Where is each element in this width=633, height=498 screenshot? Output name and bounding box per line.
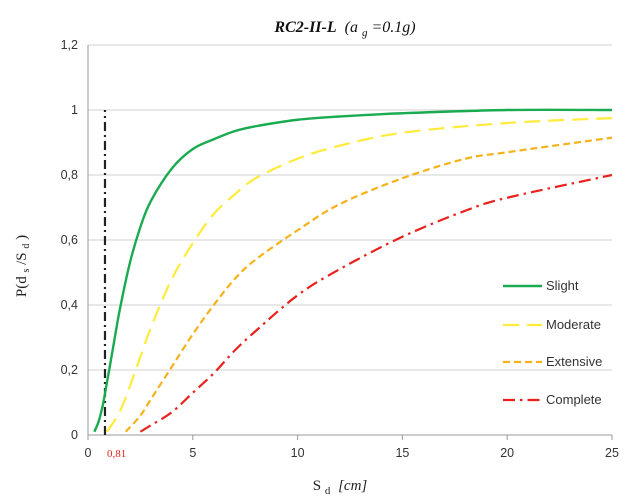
x-tick-label: 25 xyxy=(605,446,619,460)
legend-item-slight: Slight xyxy=(503,278,579,293)
series-line-moderate xyxy=(105,117,613,433)
series-line-slight xyxy=(93,108,613,433)
y-tick-label: 0,2 xyxy=(61,363,78,377)
series-line-complete xyxy=(139,173,613,433)
series-lines xyxy=(93,108,613,433)
series-line-extensive xyxy=(124,136,613,433)
x-tick-label: 10 xyxy=(291,446,305,460)
y-axis-label: P(d s /S d ) xyxy=(14,235,33,297)
x-axis-label-unit: [cm] xyxy=(338,478,367,494)
x-axis-label: S d [cm] xyxy=(313,478,368,498)
tick-labels: 00,20,40,60,811,20 5 10 15 20 250,81 xyxy=(61,38,619,460)
legend-label-moderate: Moderate xyxy=(546,317,601,332)
chart-title-rest: =0.1g) xyxy=(371,19,415,36)
x-tick-label: 5 xyxy=(189,446,196,460)
y-axis-label-mid: /S xyxy=(14,252,30,265)
legend-item-moderate: Moderate xyxy=(503,317,601,332)
x-tick-label: 0 xyxy=(85,446,92,460)
threshold-marker-label: 0,81 xyxy=(107,448,126,460)
chart-title-open: (a xyxy=(345,19,358,36)
legend-label-complete: Complete xyxy=(546,392,602,407)
chart-title: RC2-II-L (a g =0.1g) xyxy=(273,19,415,40)
y-tick-label: 0,6 xyxy=(61,233,78,247)
y-tick-label: 0,8 xyxy=(61,168,78,182)
legend-item-extensive: Extensive xyxy=(503,354,602,369)
legend: Slight Moderate Extensive Complete xyxy=(503,278,602,407)
y-tick-label: 0 xyxy=(71,428,78,442)
chart-title-sub: g xyxy=(362,27,368,39)
legend-label-slight: Slight xyxy=(546,278,579,293)
legend-label-extensive: Extensive xyxy=(546,354,602,369)
legend-item-complete: Complete xyxy=(503,392,602,407)
axes xyxy=(87,45,613,440)
chart-title-main: RC2-II-L xyxy=(273,19,336,36)
y-tick-label: 1,2 xyxy=(61,38,78,52)
y-axis-label-sub1: s xyxy=(21,269,32,273)
y-axis-label-main: P(d xyxy=(14,276,30,297)
x-tick-label: 15 xyxy=(395,446,409,460)
y-axis-label-sub2: d xyxy=(21,244,32,249)
x-tick-label: 20 xyxy=(500,446,514,460)
gridlines xyxy=(88,44,612,371)
x-axis-label-sub: d xyxy=(325,485,331,497)
x-axis-label-main: S xyxy=(313,478,321,494)
y-axis-label-close: ) xyxy=(14,235,30,240)
y-tick-label: 0,4 xyxy=(61,298,78,312)
y-tick-label: 1 xyxy=(71,103,78,117)
